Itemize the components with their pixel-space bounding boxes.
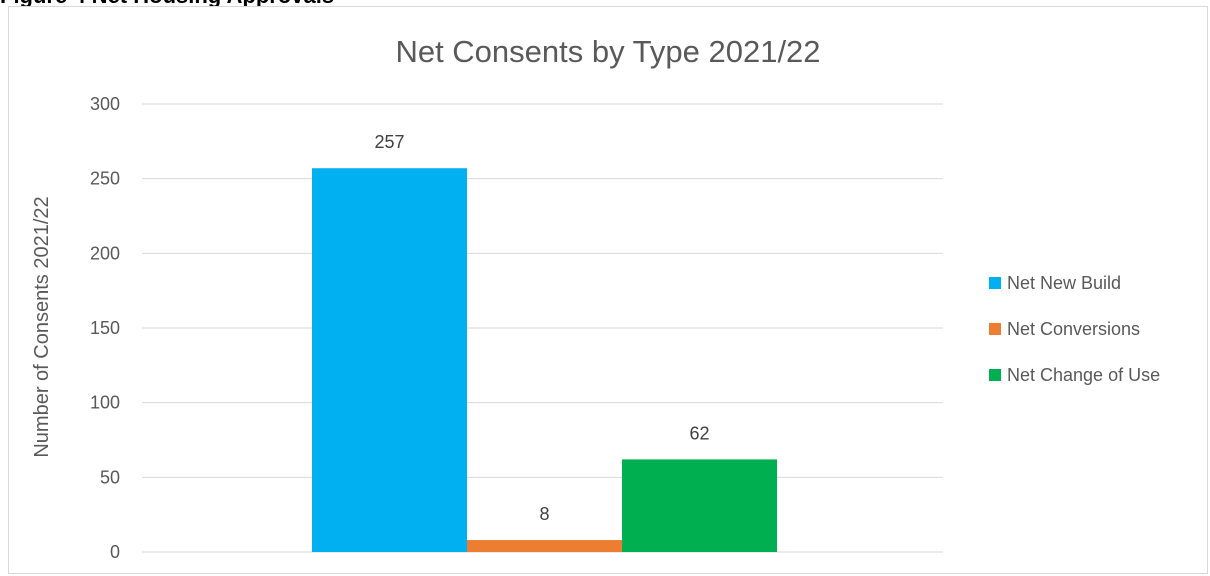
- bar-net-conversions: [467, 540, 622, 552]
- page-heading-text: Figure 4 Net Housing Approvals: [0, 0, 334, 8]
- chart-title: Net Consents by Type 2021/22: [395, 34, 820, 69]
- data-label-net-change-of-use: 62: [689, 423, 709, 443]
- legend-label-net-new-build: Net New Build: [1007, 273, 1121, 293]
- y-tick-label-50: 50: [100, 467, 120, 487]
- legend-swatch-net-conversions: [989, 323, 1001, 335]
- y-tick-label-300: 300: [90, 94, 120, 114]
- y-tick-label-100: 100: [90, 393, 120, 413]
- page-heading: Figure 4 Net Housing Approvals: [0, 0, 1210, 8]
- data-labels: 257 8 62: [374, 132, 709, 524]
- y-tick-label-150: 150: [90, 318, 120, 338]
- chart-frame: [8, 6, 1208, 574]
- legend-swatch-net-new-build: [989, 277, 1001, 289]
- legend-swatch-net-change-of-use: [989, 369, 1001, 381]
- bar-net-new-build: [312, 168, 467, 553]
- y-axis-title: Number of Consents 2021/22: [31, 196, 53, 457]
- legend: Net New Build Net Conversions Net Change o…: [989, 273, 1160, 385]
- legend-label-net-conversions: Net Conversions: [1007, 319, 1140, 339]
- legend-label-net-change-of-use: Net Change of Use: [1007, 365, 1160, 385]
- data-label-net-new-build: 257: [374, 132, 404, 152]
- gridlines: [142, 103, 943, 553]
- y-axis-ticks: 0 50 100 150 200 250 300: [90, 94, 120, 562]
- bar-net-change-of-use: [622, 459, 777, 552]
- data-label-net-conversions: 8: [539, 504, 549, 524]
- y-tick-label-0: 0: [110, 542, 120, 562]
- y-tick-label-200: 200: [90, 243, 120, 263]
- bars: [312, 168, 777, 553]
- y-tick-label-250: 250: [90, 169, 120, 189]
